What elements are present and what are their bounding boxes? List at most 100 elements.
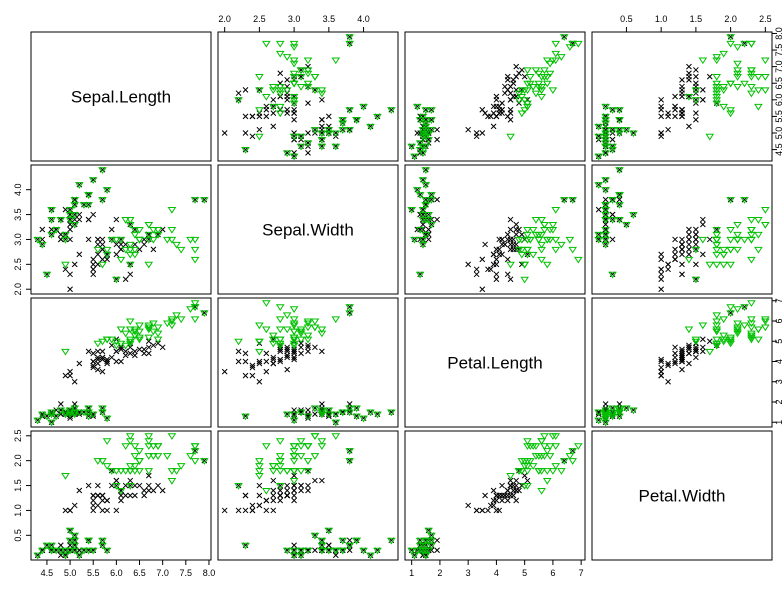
point-triangle bbox=[65, 547, 75, 555]
point-cross bbox=[256, 113, 263, 120]
point-cross bbox=[693, 236, 699, 243]
point-triangle bbox=[418, 207, 428, 214]
point-cross bbox=[305, 487, 311, 494]
point-cross bbox=[510, 492, 517, 499]
point-cross bbox=[298, 482, 304, 489]
point-cross bbox=[479, 507, 486, 514]
point-cross bbox=[256, 502, 263, 509]
point-triangle bbox=[116, 256, 126, 264]
point-triangle bbox=[42, 271, 52, 279]
point-triangle bbox=[514, 90, 524, 98]
point-cross bbox=[132, 348, 138, 355]
point-triangle bbox=[523, 483, 532, 490]
point-triangle bbox=[574, 256, 583, 264]
point-triangle bbox=[268, 84, 278, 91]
point-triangle bbox=[545, 226, 555, 234]
point-triangle bbox=[167, 316, 177, 324]
point-cross bbox=[113, 477, 120, 484]
point-cross bbox=[145, 350, 152, 357]
point-triangle bbox=[615, 127, 624, 134]
point-triangle bbox=[262, 326, 271, 334]
point-triangle bbox=[190, 236, 200, 244]
point-triangle bbox=[622, 405, 631, 413]
point-cross bbox=[284, 487, 291, 494]
point-triangle bbox=[296, 133, 306, 141]
point-cross bbox=[513, 497, 520, 504]
point-cross bbox=[686, 344, 692, 351]
point-triangle bbox=[33, 236, 42, 244]
point-triangle bbox=[149, 443, 158, 450]
point-cross bbox=[284, 96, 291, 103]
point-triangle bbox=[754, 326, 763, 334]
point-cross bbox=[277, 70, 284, 77]
point-triangle bbox=[310, 453, 320, 460]
point-cross bbox=[502, 492, 508, 499]
point-triangle bbox=[324, 407, 334, 415]
point-triangle bbox=[747, 320, 756, 328]
point-triangle bbox=[116, 326, 126, 334]
point-triangle bbox=[255, 463, 264, 470]
point-triangle bbox=[176, 463, 186, 470]
point-cross bbox=[270, 123, 277, 130]
point-cross bbox=[235, 358, 242, 365]
point-triangle bbox=[594, 182, 603, 189]
point-cross bbox=[270, 497, 277, 504]
point-cross bbox=[706, 338, 713, 345]
point-triangle bbox=[601, 187, 610, 194]
point-triangle bbox=[601, 226, 610, 234]
point-cross bbox=[256, 126, 263, 133]
point-triangle bbox=[525, 80, 535, 88]
point-triangle bbox=[733, 44, 742, 51]
point-cross bbox=[284, 106, 291, 113]
y-tick-label: 2.5 bbox=[13, 430, 23, 443]
point-triangle bbox=[366, 123, 375, 131]
panel-Sepal.Length-vs-Sepal.Length bbox=[30, 31, 212, 162]
point-cross bbox=[521, 73, 528, 80]
point-triangle bbox=[557, 241, 566, 249]
point-triangle bbox=[338, 117, 348, 124]
x-tick-label: 5 bbox=[522, 568, 527, 578]
point-triangle bbox=[61, 348, 70, 356]
point-cross bbox=[686, 350, 692, 357]
point-cross bbox=[159, 344, 166, 351]
point-triangle bbox=[61, 552, 70, 560]
point-cross bbox=[62, 507, 69, 514]
point-triangle bbox=[747, 67, 756, 75]
point-triangle bbox=[262, 487, 271, 495]
point-cross bbox=[263, 497, 270, 504]
point-triangle bbox=[601, 117, 610, 124]
point-triangle bbox=[421, 123, 431, 131]
point-cross bbox=[602, 401, 609, 407]
point-triangle bbox=[190, 246, 200, 254]
point-triangle bbox=[186, 306, 195, 314]
point-triangle bbox=[176, 316, 186, 324]
point-cross bbox=[242, 350, 249, 357]
point-triangle bbox=[144, 261, 154, 269]
point-triangle bbox=[712, 236, 722, 244]
point-cross bbox=[94, 356, 101, 363]
point-triangle bbox=[531, 90, 541, 98]
point-triangle bbox=[733, 84, 742, 91]
point-triangle bbox=[107, 336, 117, 344]
point-triangle bbox=[331, 316, 341, 324]
point-triangle bbox=[338, 127, 348, 134]
point-triangle bbox=[761, 57, 770, 65]
point-triangle bbox=[594, 236, 603, 244]
point-cross bbox=[482, 492, 488, 499]
point-triangle bbox=[608, 271, 617, 279]
point-triangle bbox=[761, 324, 770, 332]
point-triangle bbox=[427, 532, 436, 540]
point-triangle bbox=[275, 326, 285, 334]
point-cross bbox=[658, 251, 665, 258]
point-triangle bbox=[726, 197, 735, 204]
point-triangle bbox=[719, 103, 728, 111]
point-cross bbox=[665, 261, 671, 268]
point-triangle bbox=[317, 438, 327, 445]
point-triangle bbox=[289, 443, 299, 450]
point-triangle bbox=[726, 34, 735, 41]
point-triangle bbox=[615, 407, 624, 415]
point-cross bbox=[679, 90, 685, 97]
point-triangle bbox=[559, 34, 569, 41]
point-triangle bbox=[551, 50, 561, 58]
point-triangle bbox=[125, 241, 135, 249]
